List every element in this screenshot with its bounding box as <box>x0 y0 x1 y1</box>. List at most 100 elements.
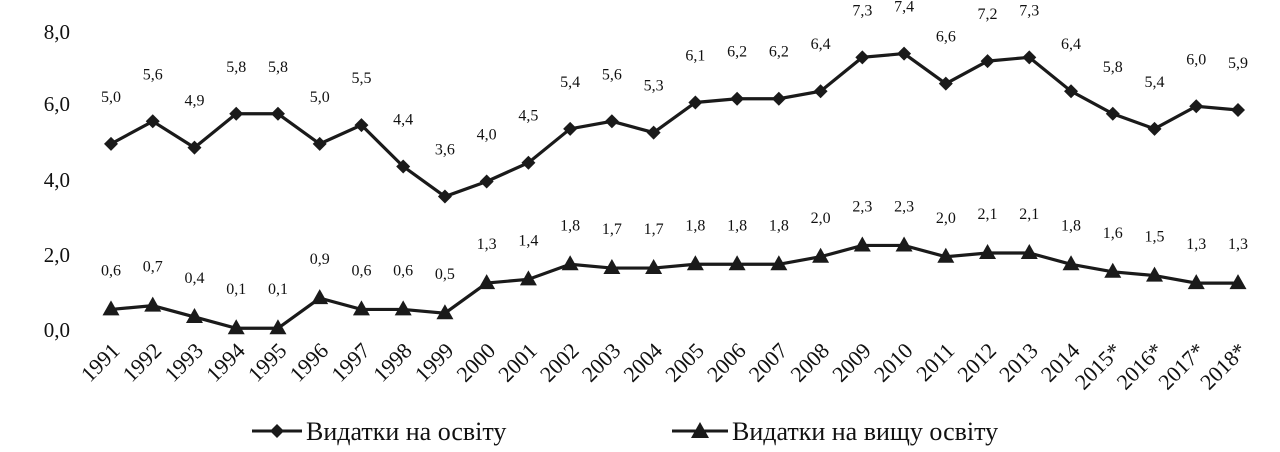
y-tick-label: 2,0 <box>44 243 70 267</box>
data-point <box>1020 243 1038 259</box>
x-tick-label: 2005 <box>660 338 709 387</box>
data-point <box>603 259 621 275</box>
data-label: 2,0 <box>936 210 956 227</box>
data-label: 7,3 <box>852 2 872 19</box>
x-tick-label: 2012 <box>952 338 1001 387</box>
data-point <box>937 247 955 263</box>
data-label: 2,3 <box>852 198 872 215</box>
data-point <box>144 296 162 312</box>
data-label: 5,5 <box>351 70 371 87</box>
data-label: 6,6 <box>936 29 956 46</box>
data-label: 0,9 <box>310 251 330 268</box>
data-label: 5,9 <box>1228 55 1248 72</box>
legend-label: Видатки на освіту <box>306 417 506 446</box>
data-label: 6,0 <box>1186 51 1206 68</box>
data-label: 1,3 <box>1228 236 1248 253</box>
data-point <box>1104 262 1122 278</box>
data-label: 6,1 <box>685 47 705 64</box>
data-label: 1,8 <box>727 217 747 234</box>
x-tick-label: 2008 <box>785 338 834 387</box>
data-label: 5,6 <box>143 66 163 83</box>
data-point <box>311 289 329 305</box>
data-label: 5,6 <box>602 66 622 83</box>
data-point <box>521 155 536 170</box>
data-point <box>1147 121 1162 136</box>
data-point <box>229 106 244 121</box>
data-point <box>1064 84 1079 99</box>
x-tick-label: 1999 <box>410 338 459 387</box>
x-tick-label: 2017* <box>1153 338 1210 395</box>
data-point <box>728 255 746 271</box>
legend-label: Видатки на вищу освіту <box>732 417 998 446</box>
data-point <box>269 319 287 335</box>
data-point <box>104 136 118 151</box>
x-tick-label: 1991 <box>76 338 125 387</box>
data-label: 6,2 <box>727 44 747 61</box>
data-label: 7,3 <box>1019 2 1039 19</box>
x-tick-label: 1996 <box>284 338 333 387</box>
data-point <box>396 159 411 174</box>
triangle-marker-icon <box>691 422 709 438</box>
x-tick-label: 1993 <box>159 338 208 387</box>
data-point <box>980 54 995 69</box>
data-point <box>270 106 285 121</box>
data-label: 5,8 <box>1103 59 1123 76</box>
x-tick-label: 2013 <box>994 338 1043 387</box>
data-point <box>479 174 494 189</box>
x-tick-label: 2009 <box>827 338 876 387</box>
data-label: 2,3 <box>894 198 914 215</box>
data-point <box>394 300 412 316</box>
data-label: 4,5 <box>518 108 538 125</box>
x-axis: 1991199219931994199519961997199819992000… <box>76 338 1252 395</box>
data-label: 1,6 <box>1103 225 1123 242</box>
data-point <box>436 304 454 320</box>
data-label: 4,0 <box>477 127 497 144</box>
data-point <box>185 307 203 323</box>
x-tick-label: 2018* <box>1195 338 1252 395</box>
data-point <box>855 50 870 65</box>
data-label: 0,6 <box>101 262 121 279</box>
data-point <box>1231 103 1245 118</box>
data-label: 1,5 <box>1145 229 1165 246</box>
data-point <box>813 84 828 99</box>
data-label: 4,9 <box>184 93 204 110</box>
x-tick-label: 2016* <box>1111 338 1168 395</box>
data-point <box>563 121 578 136</box>
data-label: 1,3 <box>1186 236 1206 253</box>
data-point <box>1062 255 1080 271</box>
data-label: 0,7 <box>143 259 163 276</box>
data-label: 1,3 <box>477 236 497 253</box>
data-point <box>895 236 913 252</box>
data-label: 5,4 <box>1145 74 1165 91</box>
data-point <box>437 189 452 204</box>
data-label: 1,4 <box>518 232 538 249</box>
x-tick-label: 2004 <box>618 338 667 387</box>
data-point <box>730 91 745 106</box>
data-label: 6,4 <box>811 36 831 53</box>
data-label: 1,8 <box>1061 217 1081 234</box>
data-point <box>770 255 788 271</box>
data-label: 0,6 <box>393 262 413 279</box>
data-label: 1,8 <box>769 217 789 234</box>
x-tick-label: 1997 <box>326 338 375 387</box>
y-tick-label: 6,0 <box>44 92 70 116</box>
x-tick-label: 2000 <box>451 338 500 387</box>
data-label: 4,4 <box>393 111 413 128</box>
data-point <box>1229 274 1247 290</box>
data-point <box>1022 50 1037 65</box>
data-label: 0,6 <box>351 262 371 279</box>
data-point <box>561 255 579 271</box>
data-label: 0,1 <box>268 281 288 298</box>
data-label: 2,1 <box>978 206 998 223</box>
data-point <box>187 140 202 155</box>
data-point <box>102 300 120 316</box>
series-education: 5,0 5,6 4,9 5,8 5,8 5,0 5,5 4,4 3,6 4,0 4,5 5,4 5,6 5… <box>101 0 1248 204</box>
data-point <box>688 95 703 110</box>
data-point <box>897 46 912 61</box>
data-point <box>352 300 370 316</box>
data-label: 5,4 <box>560 74 580 91</box>
data-label: 7,4 <box>894 0 914 16</box>
data-point <box>478 274 496 290</box>
data-label: 1,7 <box>602 221 622 238</box>
